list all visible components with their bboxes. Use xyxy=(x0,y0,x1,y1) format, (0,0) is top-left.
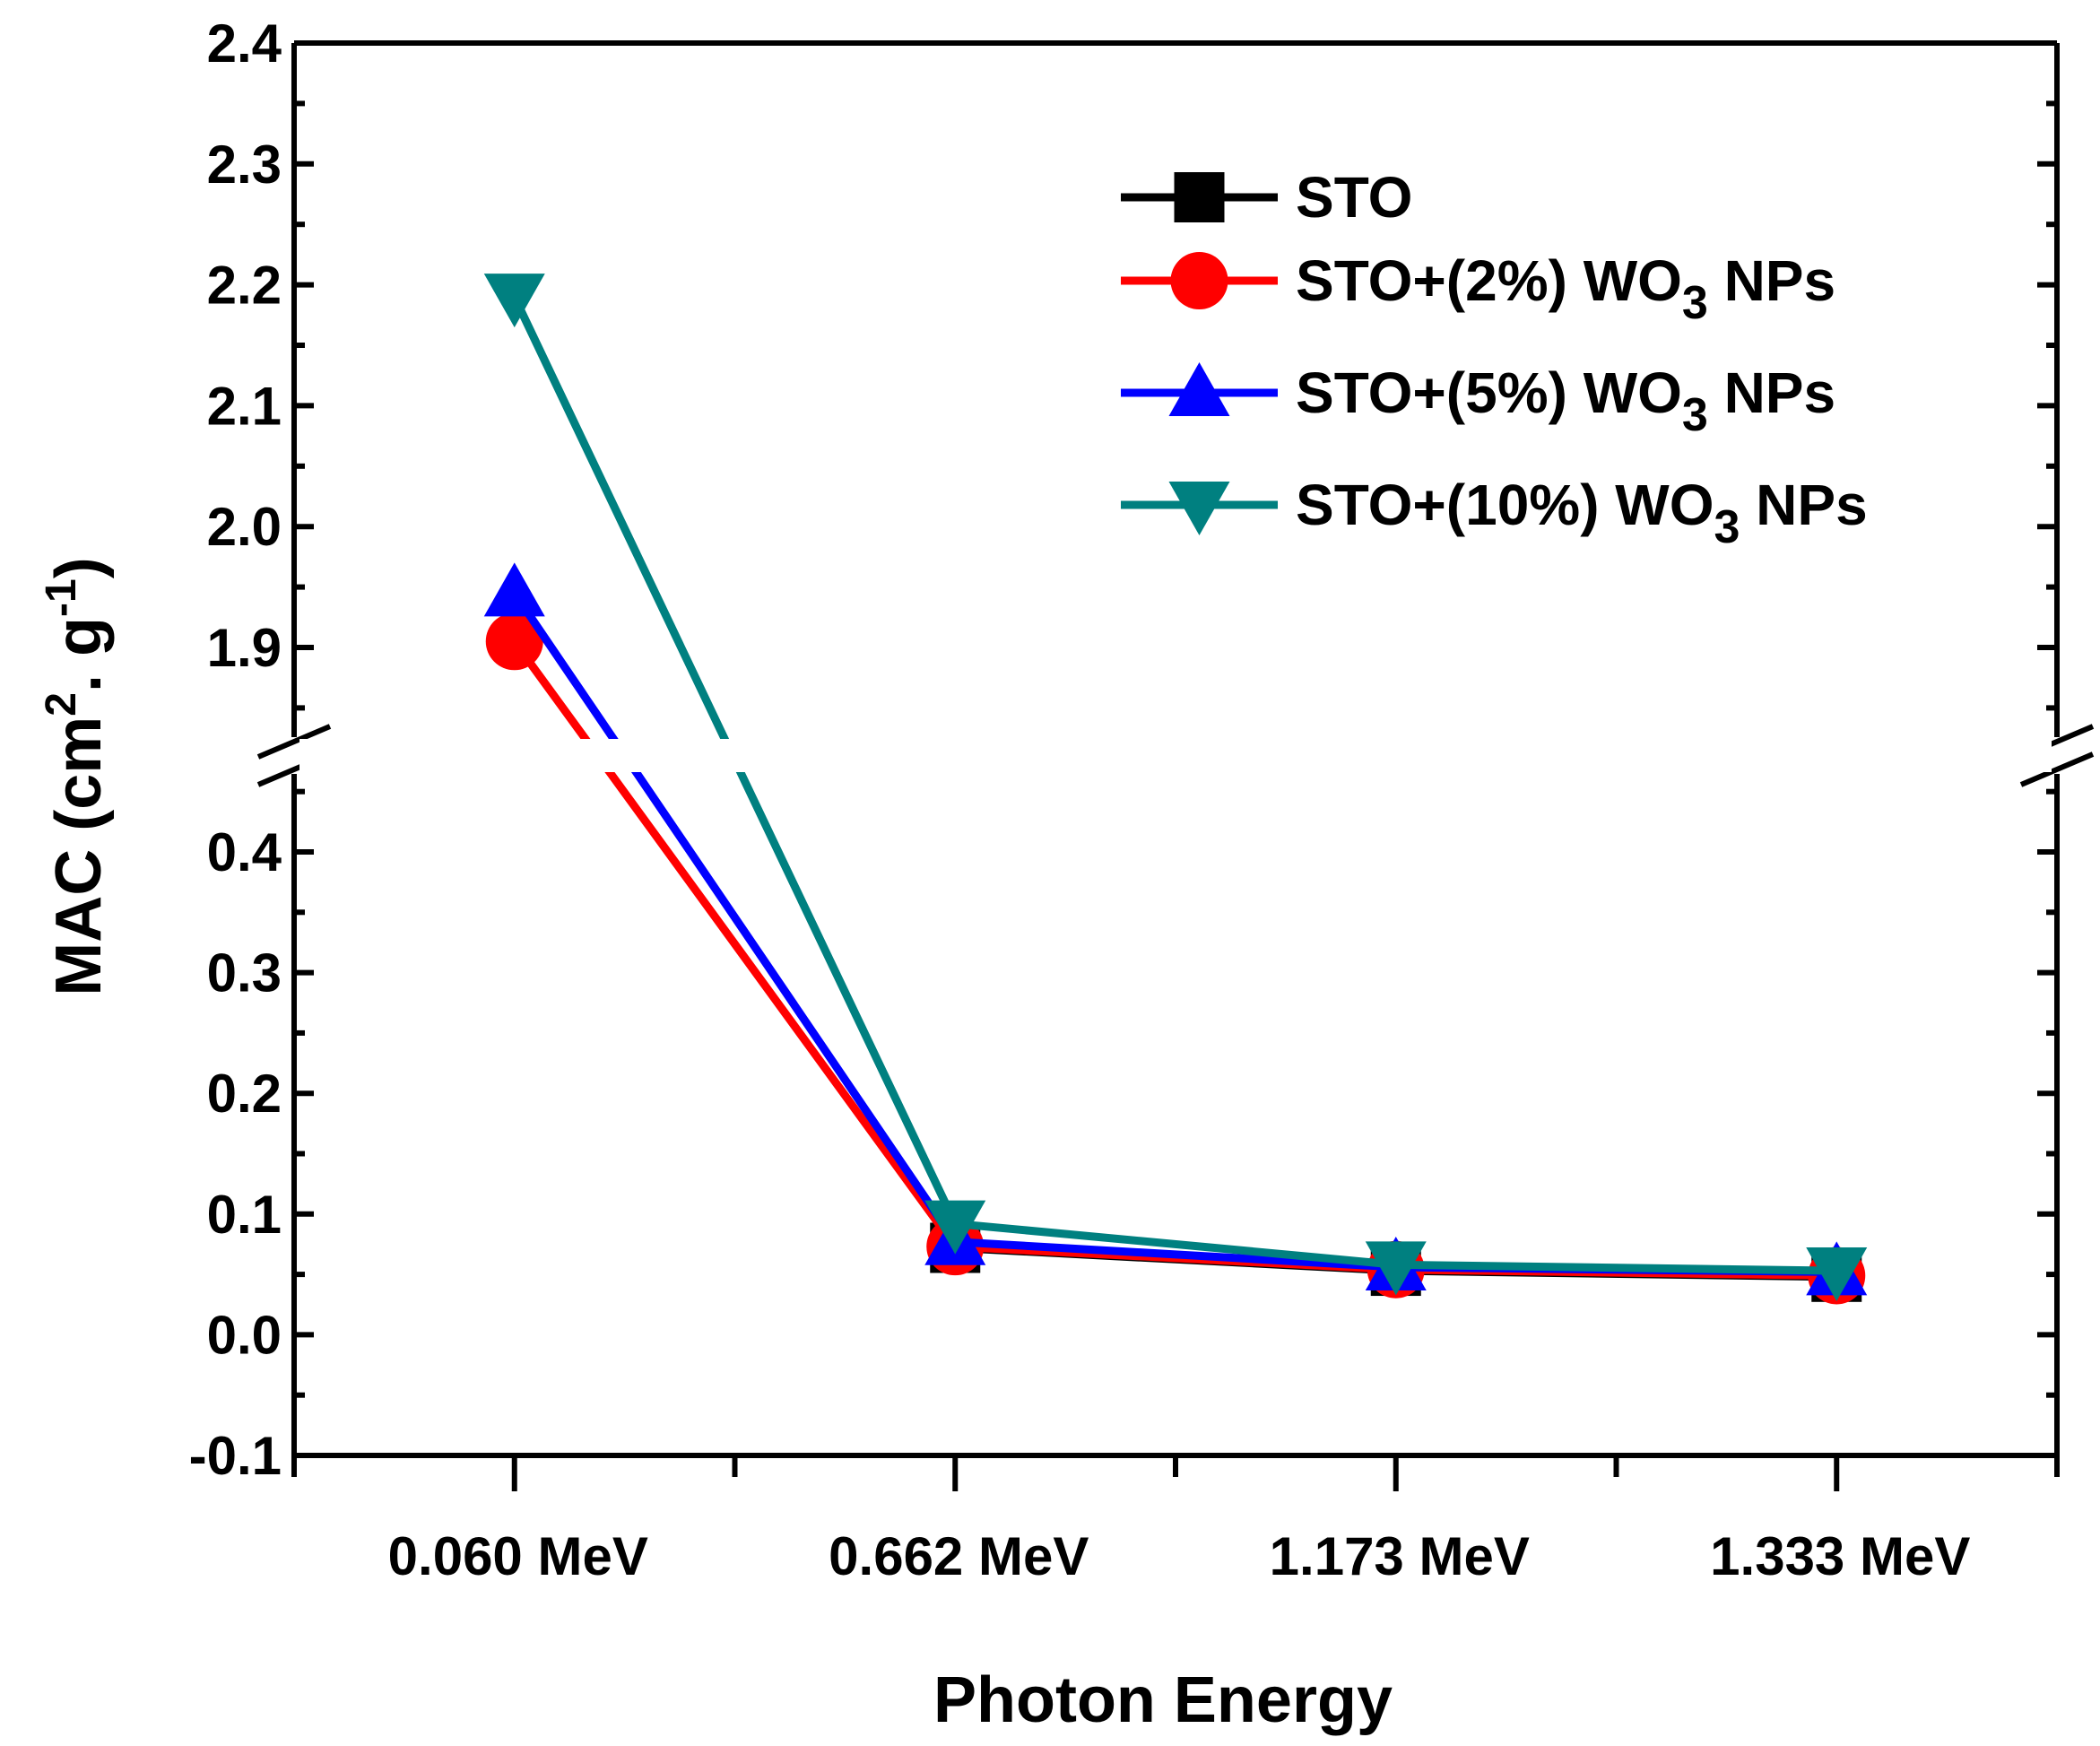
legend-label: STO+(5%) WO3 NPs xyxy=(1296,360,1835,441)
y-tick-label: 0.3 xyxy=(207,943,282,1003)
legend-label-main: STO xyxy=(1296,165,1412,230)
legend-item-3: STO+(10%) WO3 NPs xyxy=(1121,473,1868,553)
y-tick-label: 2.0 xyxy=(207,497,282,557)
y-tick-label: 2.4 xyxy=(207,13,282,74)
legend-marker xyxy=(1168,482,1230,535)
axis-break-gap xyxy=(299,739,2052,772)
x-tick-label: 1.333 MeV xyxy=(1710,1526,1970,1586)
y-axis-title-mid: . g xyxy=(43,617,115,692)
legend-item-0: STO xyxy=(1121,165,1412,230)
legend-label-tail: NPs xyxy=(1708,360,1835,425)
y-tick-label: 2.1 xyxy=(207,376,282,436)
y-tick-label: -0.1 xyxy=(189,1426,282,1486)
axis-break-mark xyxy=(256,724,332,760)
series-1 xyxy=(485,612,1866,1305)
y-tick-label: 1.9 xyxy=(207,618,282,678)
axes: -0.1 0.0 0.1 0.2 0.3 0.4 1.9 2.0 2.1 2.2 2.3 2.4 0.0… xyxy=(189,13,2095,1586)
legend-marker xyxy=(1174,172,1225,222)
data-point xyxy=(924,1200,986,1255)
y-tick-label: 0.4 xyxy=(207,822,282,882)
y-axis-title-end: ) xyxy=(43,557,115,578)
y-tick-label: 2.3 xyxy=(207,135,282,195)
legend-item-2: STO+(5%) WO3 NPs xyxy=(1121,360,1835,441)
y-tick-label: 2.2 xyxy=(207,256,282,316)
y-axis-title-sup1: 2 xyxy=(38,692,85,717)
x-tick-label: 0.662 MeV xyxy=(829,1526,1089,1586)
legend-label-main: STO+(10%) WO xyxy=(1296,473,1714,537)
y-tick-label: 0.0 xyxy=(207,1305,282,1365)
legend-label-tail: NPs xyxy=(1708,248,1835,313)
legend-label-main: STO+(5%) WO xyxy=(1296,360,1682,425)
data-point xyxy=(483,274,545,328)
x-axis-title: Photon Energy xyxy=(933,1664,1393,1736)
y-axis-title-sup2: -1 xyxy=(38,578,85,617)
series-3 xyxy=(483,274,1868,1302)
x-tick-label: 1.173 MeV xyxy=(1270,1526,1530,1586)
legend-label: STO+(2%) WO3 NPs xyxy=(1296,248,1835,329)
legend-item-1: STO+(2%) WO3 NPs xyxy=(1121,248,1835,329)
series-line xyxy=(511,590,1837,1276)
legend-marker xyxy=(1168,362,1230,416)
y-axis-title: MAC (cm2. g-1) xyxy=(38,557,115,995)
data-point xyxy=(483,562,545,617)
legend-label-subscript: 3 xyxy=(1714,501,1740,553)
legend-label: STO+(10%) WO3 NPs xyxy=(1296,473,1868,553)
y-axis-title-main: MAC (cm xyxy=(43,717,115,996)
legend-label-subscript: 3 xyxy=(1682,389,1708,441)
legend-label: STO xyxy=(1296,165,1412,230)
x-tick-label: 0.060 MeV xyxy=(388,1526,648,1586)
legend-label-subscript: 3 xyxy=(1682,277,1708,329)
data-point xyxy=(1806,1247,1868,1302)
series-layer xyxy=(299,274,2052,1305)
axis-break-mark xyxy=(2019,751,2095,787)
data-point xyxy=(1365,1241,1427,1296)
y-tick-label: 0.2 xyxy=(207,1064,282,1124)
legend-label-tail: NPs xyxy=(1740,473,1867,537)
series-line xyxy=(510,295,1837,1275)
legend-marker xyxy=(1170,252,1228,309)
legend-label-main: STO+(2%) WO xyxy=(1296,248,1682,313)
data-point xyxy=(485,612,543,671)
y-tick-label: 0.1 xyxy=(207,1185,282,1245)
series-line xyxy=(511,638,1837,1280)
